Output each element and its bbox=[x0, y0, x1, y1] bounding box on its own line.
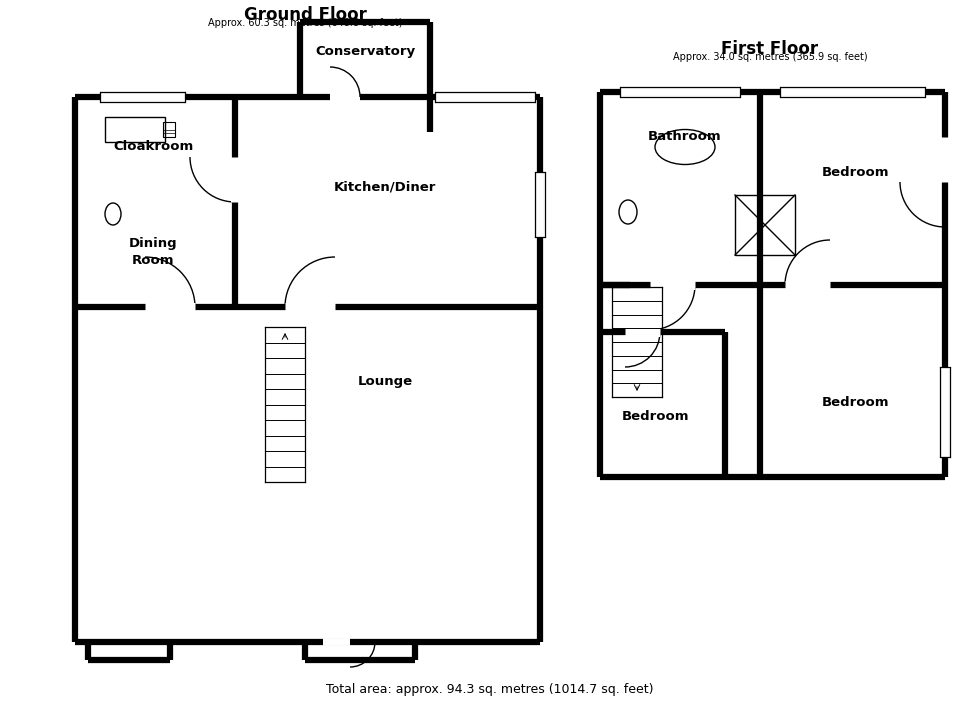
Text: First Floor: First Floor bbox=[721, 40, 818, 58]
Bar bbox=[735, 195, 795, 255]
Text: Bedroom: Bedroom bbox=[821, 395, 889, 409]
Text: Ground Floor: Ground Floor bbox=[244, 6, 367, 24]
Text: Kitchen/Diner: Kitchen/Diner bbox=[334, 181, 436, 194]
Text: Lounge: Lounge bbox=[358, 375, 413, 389]
Text: Dining
Room: Dining Room bbox=[128, 238, 177, 266]
Text: Approx. 60.3 sq. metres (648.8 sq. feet): Approx. 60.3 sq. metres (648.8 sq. feet) bbox=[208, 18, 402, 28]
Text: Bathroom: Bathroom bbox=[648, 130, 722, 144]
Text: Conservatory: Conservatory bbox=[315, 46, 416, 58]
Bar bbox=[163, 122, 175, 137]
Text: Approx. 34.0 sq. metres (365.9 sq. feet): Approx. 34.0 sq. metres (365.9 sq. feet) bbox=[672, 52, 867, 62]
Text: Bedroom: Bedroom bbox=[621, 411, 689, 424]
Text: Bedroom: Bedroom bbox=[821, 165, 889, 179]
Text: Cloakroom: Cloakroom bbox=[113, 140, 193, 154]
Text: Total area: approx. 94.3 sq. metres (1014.7 sq. feet): Total area: approx. 94.3 sq. metres (101… bbox=[326, 684, 654, 696]
